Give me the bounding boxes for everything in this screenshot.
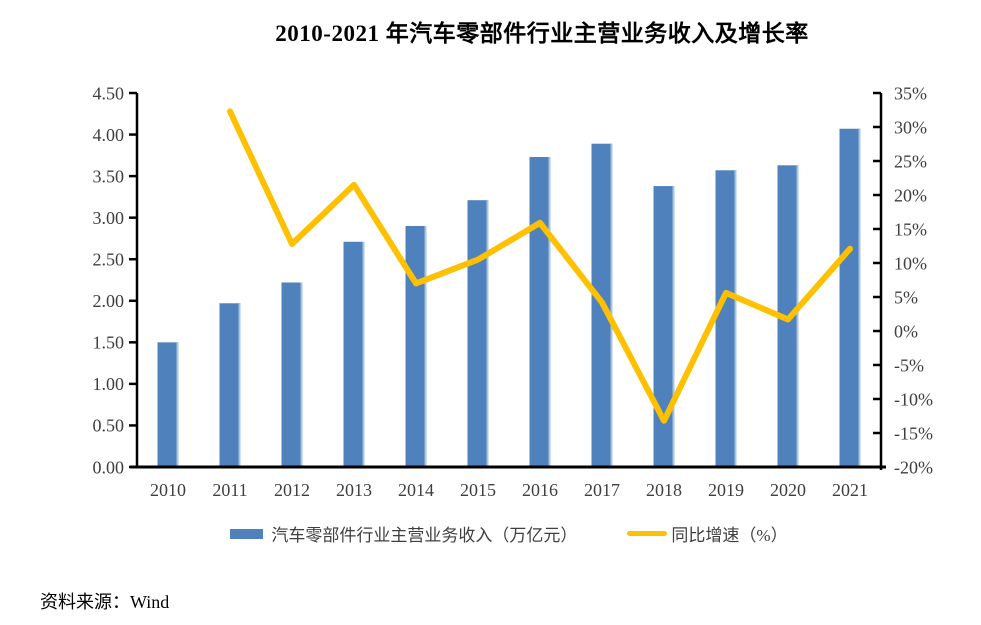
x-axis-label-2013: 2013 [336,480,372,500]
right-axis-tick-label: -5% [894,355,924,375]
bar-2013 [343,241,365,467]
chart-legend: 汽车零部件行业主营业务收入（万亿元） 同比增速（%） [137,521,881,546]
bar-highlight [176,342,179,467]
x-axis-label-2014: 2014 [398,480,434,500]
right-axis-tick-label: 0% [894,321,918,341]
right-axis-tick-label: 30% [894,117,927,137]
left-axis-tick-label: 2.50 [93,250,125,270]
bar-2010 [157,342,179,467]
bar-2016 [529,156,551,468]
bar-highlight [548,156,551,468]
bar-2014 [405,225,427,467]
right-axis-tick-label: 5% [894,287,918,307]
line-series-swatch [627,531,668,536]
bar-highlight [424,225,427,467]
bar-highlight [486,200,489,468]
x-axis-label-2018: 2018 [646,480,682,500]
x-axis-label-2012: 2012 [274,480,310,500]
bar-highlight [734,170,737,467]
left-axis-tick-label: 0.00 [93,457,125,477]
growth-line [227,108,853,424]
right-axis-tick-label: -15% [894,423,933,443]
bar-highlight [858,128,861,467]
left-axis-tick-label: 4.50 [93,83,125,103]
x-axis-label-2015: 2015 [460,480,496,500]
right-axis-tick-label: 10% [894,253,927,273]
right-axis-tick-label: 25% [894,151,927,171]
bar-2018 [653,186,675,467]
left-axis-tick-label: 1.50 [93,333,125,353]
bar-2021 [839,128,861,467]
bar-2019 [715,170,737,467]
bar-highlight [796,165,799,467]
legend-item-revenue: 汽车零部件行业主营业务收入（万亿元） [230,521,577,546]
bar-highlight [300,282,303,467]
x-axis-label-2017: 2017 [584,480,620,500]
chart-title: 2010-2021 年汽车零部件行业主营业务收入及增长率 [275,21,809,46]
bar-highlight [362,241,365,467]
bar-highlight [610,143,613,467]
left-axis-tick-label: 0.50 [93,416,125,436]
legend-label-revenue: 汽车零部件行业主营业务收入（万亿元） [271,526,578,545]
left-axis-tick-label: 2.00 [93,291,125,311]
x-axis-label-2010: 2010 [150,480,186,500]
right-axis-tick-label: -20% [894,457,933,477]
bar-highlight [672,186,675,467]
x-axis-label-2021: 2021 [832,480,868,500]
right-axis-tick-label: -10% [894,389,933,409]
source-note: 资料来源：Wind [40,592,170,612]
left-axis-tick-label: 4.00 [93,125,125,145]
legend-item-growth: 同比增速（%） [627,521,788,546]
left-axis-tick-label: 3.00 [93,208,125,228]
legend-label-growth: 同比增速（%） [671,526,788,545]
right-axis-tick-label: 15% [894,219,927,239]
bar-series-swatch [230,528,264,539]
x-axis-label-2011: 2011 [212,480,247,500]
right-axis-tick-label: 20% [894,185,927,205]
x-axis-label-2016: 2016 [522,480,558,500]
bar-highlight [238,303,241,467]
x-axis-label-2020: 2020 [770,480,806,500]
right-axis-tick-label: 35% [894,83,927,103]
combo-chart-plot: 0.00 0.50 1.00 1.50 2.00 2.50 3.00 3.50 4.00 4.50… [93,83,934,500]
x-axis-label-2019: 2019 [708,480,744,500]
bar-2015 [467,200,489,468]
left-axis-tick-label: 1.00 [93,374,125,394]
bar-2011 [219,303,241,467]
left-axis-tick-label: 3.50 [93,166,125,186]
bar-2012 [281,282,303,467]
